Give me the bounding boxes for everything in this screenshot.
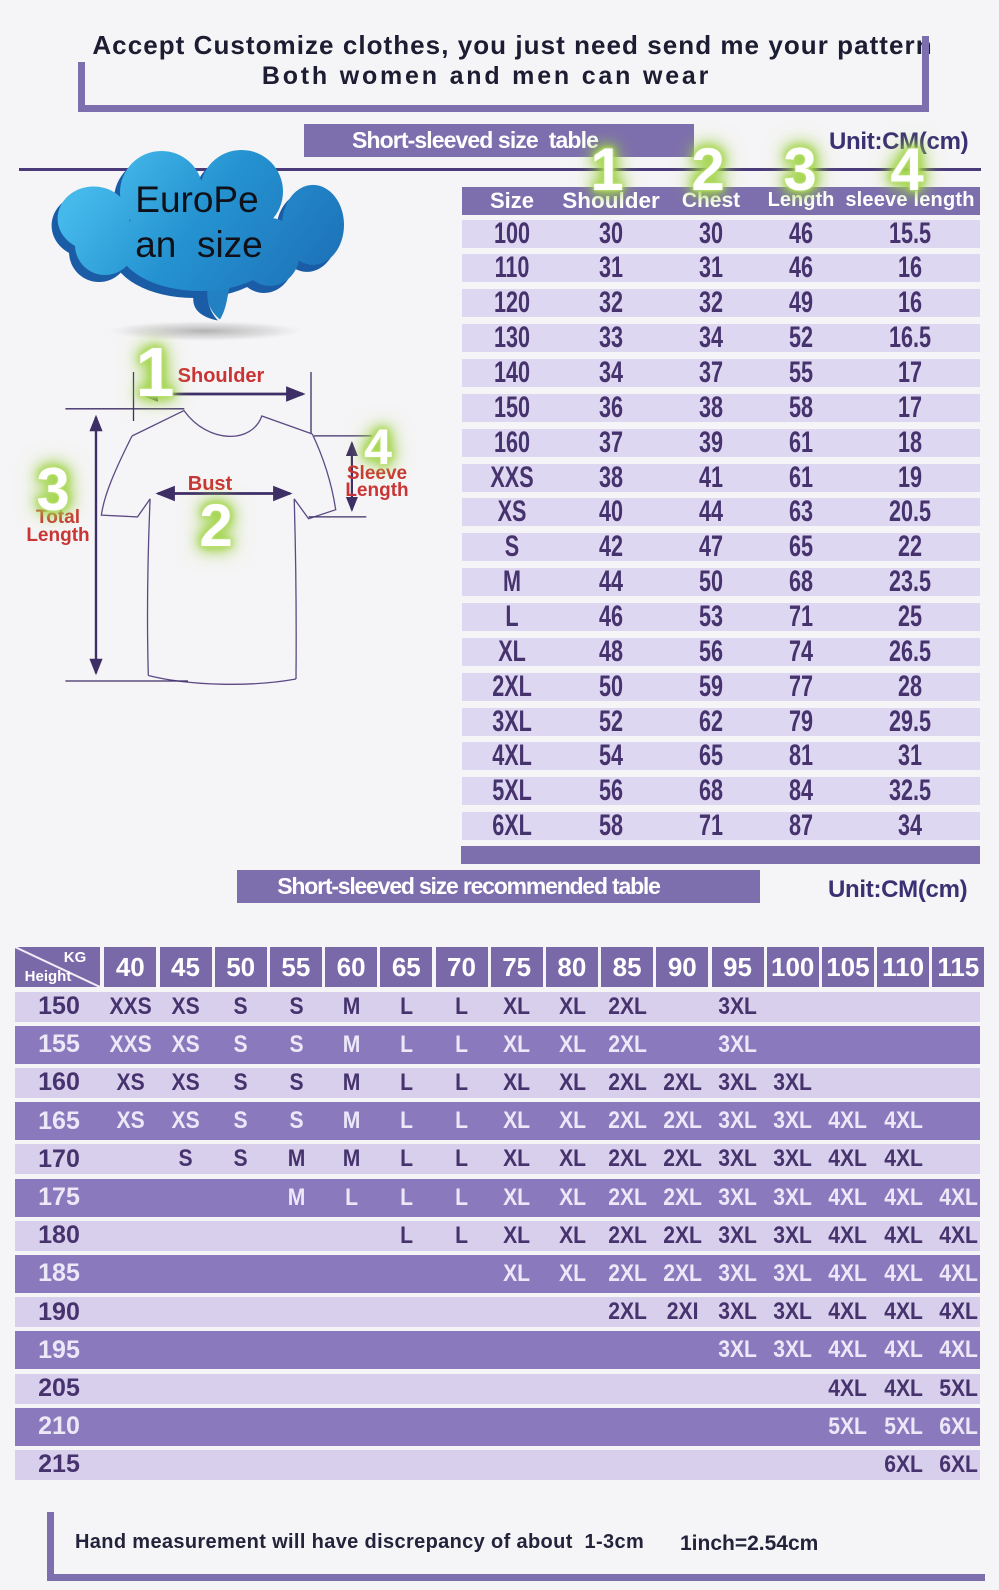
svg-text:EuroPe: EuroPe bbox=[135, 179, 258, 220]
svg-text:an size: an size bbox=[135, 224, 263, 265]
